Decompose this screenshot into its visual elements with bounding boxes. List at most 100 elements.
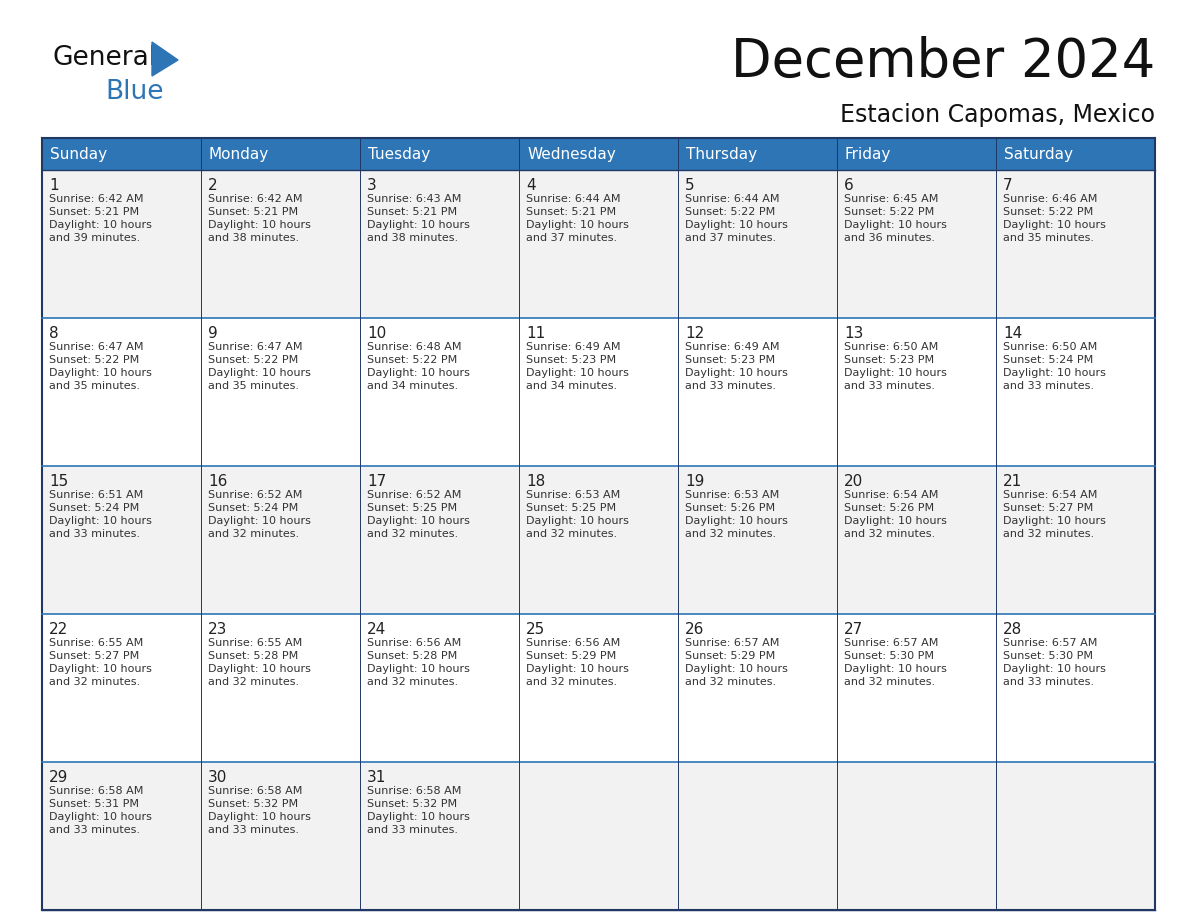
Text: and 34 minutes.: and 34 minutes. xyxy=(526,381,617,391)
Text: Sunrise: 6:49 AM: Sunrise: 6:49 AM xyxy=(526,342,620,352)
Text: Sunrise: 6:51 AM: Sunrise: 6:51 AM xyxy=(49,490,144,500)
Text: 25: 25 xyxy=(526,622,545,637)
Text: Saturday: Saturday xyxy=(1004,147,1073,162)
Bar xyxy=(996,466,1155,614)
Bar xyxy=(519,614,678,762)
Text: and 32 minutes.: and 32 minutes. xyxy=(843,529,935,539)
Bar xyxy=(42,762,201,910)
Text: and 32 minutes.: and 32 minutes. xyxy=(367,677,459,687)
Text: Sunrise: 6:47 AM: Sunrise: 6:47 AM xyxy=(208,342,303,352)
Text: Sunset: 5:21 PM: Sunset: 5:21 PM xyxy=(49,207,139,217)
Text: Daylight: 10 hours: Daylight: 10 hours xyxy=(1003,220,1106,230)
Bar xyxy=(838,466,996,614)
Bar xyxy=(996,170,1155,318)
Text: 21: 21 xyxy=(1003,474,1022,489)
Text: and 39 minutes.: and 39 minutes. xyxy=(49,233,140,243)
Text: Sunrise: 6:54 AM: Sunrise: 6:54 AM xyxy=(843,490,939,500)
Bar xyxy=(519,466,678,614)
Text: and 32 minutes.: and 32 minutes. xyxy=(208,677,299,687)
Text: Tuesday: Tuesday xyxy=(368,147,430,162)
Text: Sunset: 5:24 PM: Sunset: 5:24 PM xyxy=(208,503,298,513)
Text: and 32 minutes.: and 32 minutes. xyxy=(526,529,617,539)
Bar xyxy=(360,318,519,466)
Text: Sunset: 5:21 PM: Sunset: 5:21 PM xyxy=(526,207,617,217)
Text: Sunrise: 6:55 AM: Sunrise: 6:55 AM xyxy=(208,638,302,648)
Bar xyxy=(678,170,838,318)
Text: Sunset: 5:26 PM: Sunset: 5:26 PM xyxy=(843,503,934,513)
Text: Estacion Capomas, Mexico: Estacion Capomas, Mexico xyxy=(840,103,1155,127)
Text: Sunset: 5:26 PM: Sunset: 5:26 PM xyxy=(685,503,775,513)
Text: Daylight: 10 hours: Daylight: 10 hours xyxy=(685,220,788,230)
Text: Sunrise: 6:50 AM: Sunrise: 6:50 AM xyxy=(843,342,939,352)
Text: Daylight: 10 hours: Daylight: 10 hours xyxy=(367,516,470,526)
Text: Sunset: 5:22 PM: Sunset: 5:22 PM xyxy=(49,355,139,365)
Text: 26: 26 xyxy=(685,622,704,637)
Text: December 2024: December 2024 xyxy=(731,36,1155,88)
Text: Wednesday: Wednesday xyxy=(527,147,615,162)
Text: Sunset: 5:25 PM: Sunset: 5:25 PM xyxy=(526,503,617,513)
Text: Daylight: 10 hours: Daylight: 10 hours xyxy=(208,220,311,230)
Text: 10: 10 xyxy=(367,326,386,341)
Text: 2: 2 xyxy=(208,178,217,193)
Text: Sunrise: 6:52 AM: Sunrise: 6:52 AM xyxy=(367,490,461,500)
Text: Daylight: 10 hours: Daylight: 10 hours xyxy=(843,516,947,526)
Bar xyxy=(42,170,201,318)
Text: Daylight: 10 hours: Daylight: 10 hours xyxy=(49,516,152,526)
Text: 17: 17 xyxy=(367,474,386,489)
Bar xyxy=(838,762,996,910)
Text: 3: 3 xyxy=(367,178,377,193)
Text: Daylight: 10 hours: Daylight: 10 hours xyxy=(367,368,470,378)
Text: Daylight: 10 hours: Daylight: 10 hours xyxy=(1003,368,1106,378)
Text: Monday: Monday xyxy=(209,147,270,162)
Text: Sunset: 5:28 PM: Sunset: 5:28 PM xyxy=(208,651,298,661)
Text: Sunrise: 6:58 AM: Sunrise: 6:58 AM xyxy=(49,786,144,796)
Text: 15: 15 xyxy=(49,474,68,489)
Text: Sunrise: 6:49 AM: Sunrise: 6:49 AM xyxy=(685,342,779,352)
Text: Sunrise: 6:58 AM: Sunrise: 6:58 AM xyxy=(208,786,303,796)
Text: Sunrise: 6:57 AM: Sunrise: 6:57 AM xyxy=(1003,638,1098,648)
Bar xyxy=(678,614,838,762)
Bar xyxy=(838,170,996,318)
Text: and 33 minutes.: and 33 minutes. xyxy=(367,825,459,835)
Text: Daylight: 10 hours: Daylight: 10 hours xyxy=(526,516,628,526)
Text: Sunrise: 6:57 AM: Sunrise: 6:57 AM xyxy=(685,638,779,648)
Text: Daylight: 10 hours: Daylight: 10 hours xyxy=(208,812,311,822)
Text: 28: 28 xyxy=(1003,622,1022,637)
Text: 13: 13 xyxy=(843,326,864,341)
Text: and 33 minutes.: and 33 minutes. xyxy=(1003,381,1094,391)
Text: Sunset: 5:23 PM: Sunset: 5:23 PM xyxy=(685,355,775,365)
Text: and 33 minutes.: and 33 minutes. xyxy=(1003,677,1094,687)
Bar xyxy=(996,762,1155,910)
Text: Sunset: 5:28 PM: Sunset: 5:28 PM xyxy=(367,651,457,661)
Text: Daylight: 10 hours: Daylight: 10 hours xyxy=(685,664,788,674)
Text: and 32 minutes.: and 32 minutes. xyxy=(843,677,935,687)
Text: 31: 31 xyxy=(367,770,386,785)
Text: Sunrise: 6:56 AM: Sunrise: 6:56 AM xyxy=(526,638,620,648)
Text: Daylight: 10 hours: Daylight: 10 hours xyxy=(526,664,628,674)
Text: Sunday: Sunday xyxy=(50,147,107,162)
Text: Blue: Blue xyxy=(105,79,164,105)
Text: Sunrise: 6:57 AM: Sunrise: 6:57 AM xyxy=(843,638,939,648)
Text: 27: 27 xyxy=(843,622,864,637)
Text: Sunset: 5:22 PM: Sunset: 5:22 PM xyxy=(367,355,457,365)
Text: and 32 minutes.: and 32 minutes. xyxy=(49,677,140,687)
Text: 20: 20 xyxy=(843,474,864,489)
Text: Sunset: 5:31 PM: Sunset: 5:31 PM xyxy=(49,799,139,809)
Text: Sunset: 5:32 PM: Sunset: 5:32 PM xyxy=(208,799,298,809)
Text: and 32 minutes.: and 32 minutes. xyxy=(685,529,776,539)
Bar xyxy=(42,466,201,614)
Text: and 32 minutes.: and 32 minutes. xyxy=(526,677,617,687)
Text: Daylight: 10 hours: Daylight: 10 hours xyxy=(526,220,628,230)
Bar xyxy=(201,614,360,762)
Text: 12: 12 xyxy=(685,326,704,341)
Text: Sunrise: 6:42 AM: Sunrise: 6:42 AM xyxy=(208,194,303,204)
Bar xyxy=(519,762,678,910)
Text: Daylight: 10 hours: Daylight: 10 hours xyxy=(526,368,628,378)
Text: Sunset: 5:27 PM: Sunset: 5:27 PM xyxy=(49,651,139,661)
Text: Sunset: 5:30 PM: Sunset: 5:30 PM xyxy=(843,651,934,661)
Text: and 37 minutes.: and 37 minutes. xyxy=(526,233,617,243)
Text: Sunset: 5:27 PM: Sunset: 5:27 PM xyxy=(1003,503,1093,513)
Text: Sunset: 5:22 PM: Sunset: 5:22 PM xyxy=(685,207,776,217)
Text: and 35 minutes.: and 35 minutes. xyxy=(208,381,299,391)
Bar xyxy=(201,318,360,466)
